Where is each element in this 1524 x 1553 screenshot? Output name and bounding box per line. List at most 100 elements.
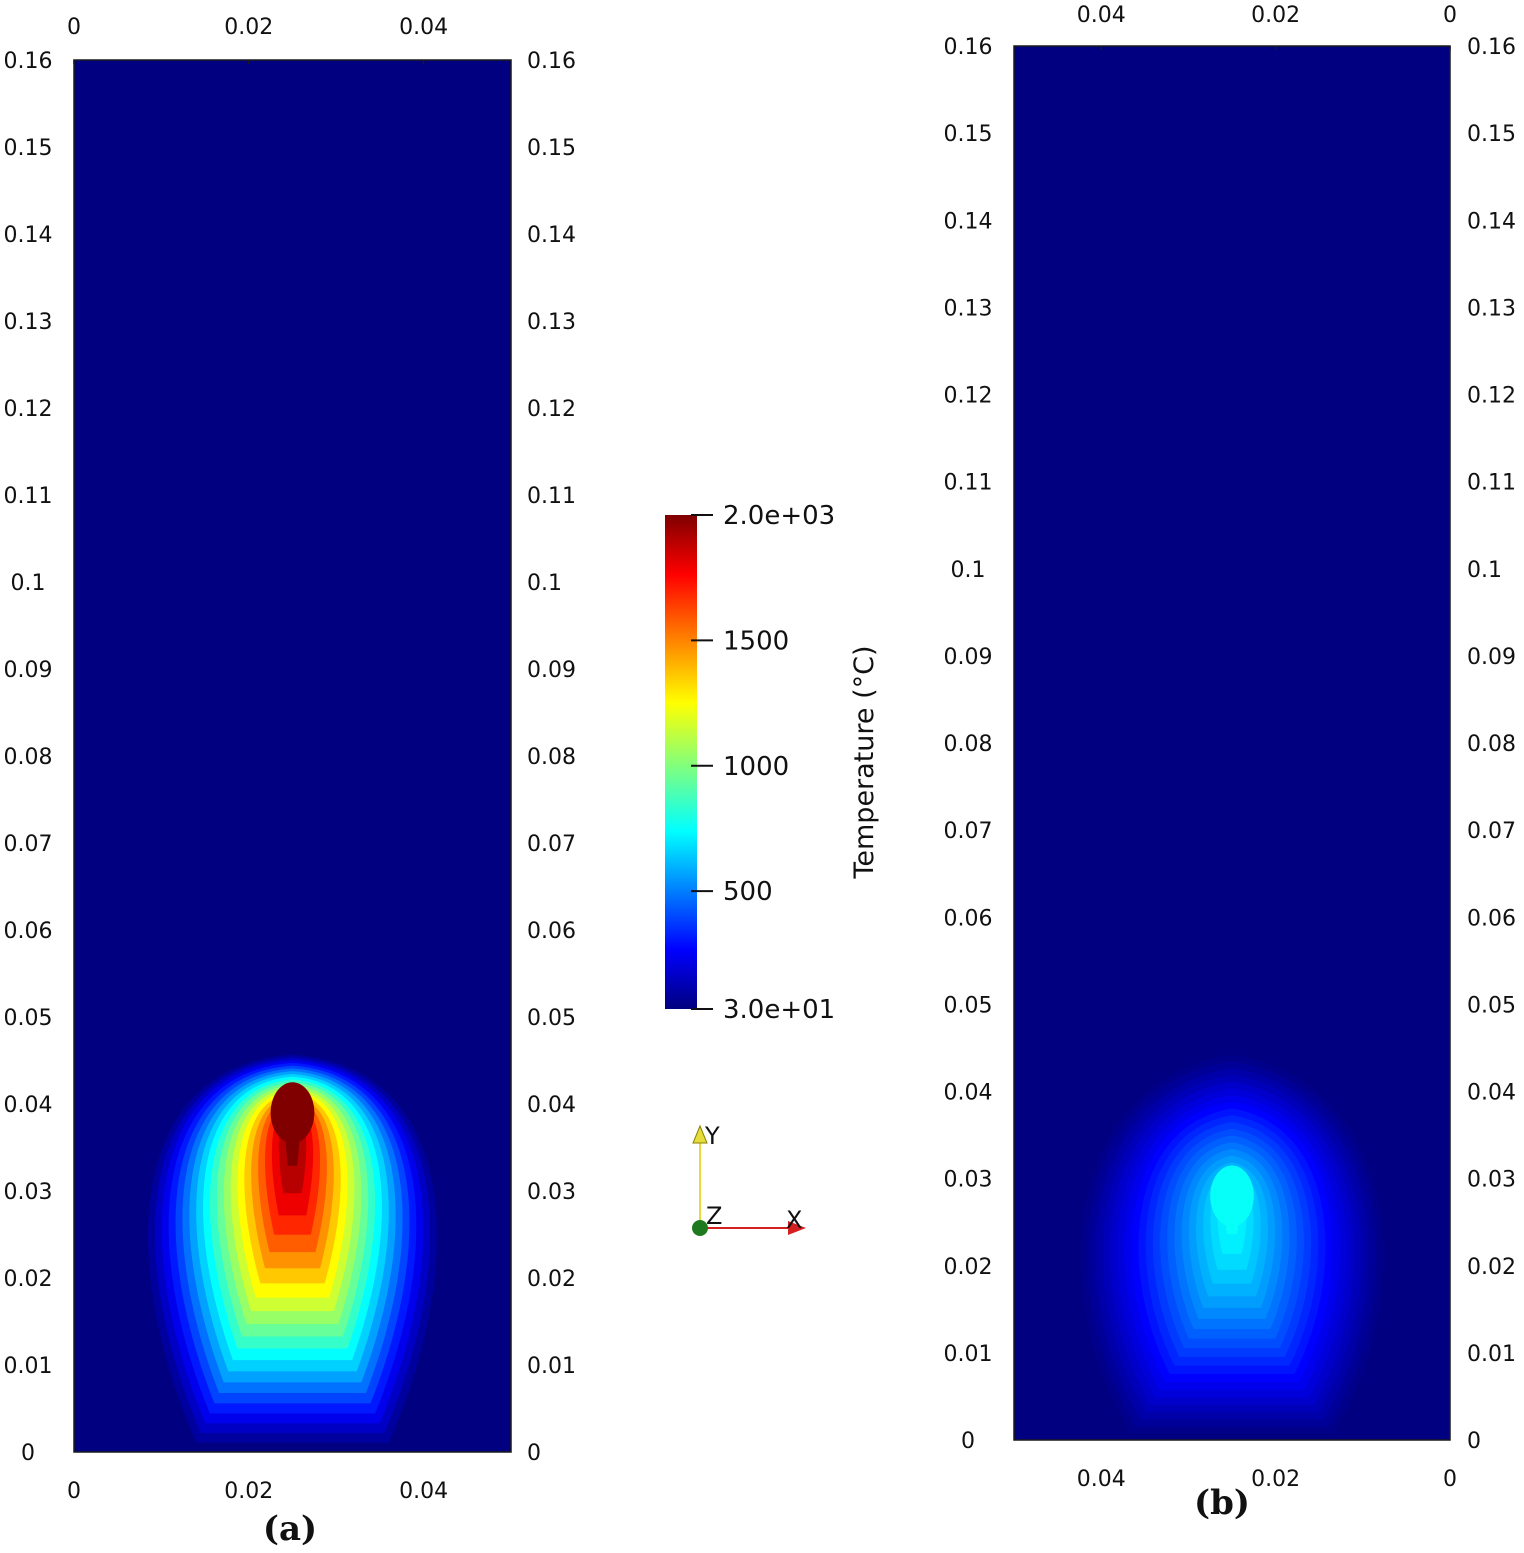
panel-a-y-tick-right: 0.07 bbox=[527, 832, 576, 857]
panel-b-y-tick-left: 0.1 bbox=[951, 558, 986, 583]
panel-a-y-tick-left: 0.09 bbox=[4, 658, 53, 683]
panel-a-y-tick-left: 0.15 bbox=[4, 136, 53, 161]
panel-a-x-tick-top: 0 bbox=[67, 15, 81, 40]
panel-a-x-tick-bottom: 0.02 bbox=[224, 1479, 273, 1504]
panel-a-y-tick-left: 0.03 bbox=[4, 1180, 53, 1205]
panel-b-y-tick-right: 0.06 bbox=[1467, 906, 1516, 931]
colorbar-tick-label: 2.0e+03 bbox=[723, 501, 835, 531]
panel-b-y-tick-left: 0.05 bbox=[944, 993, 993, 1018]
panel-b-y-tick-right: 0.13 bbox=[1467, 296, 1516, 321]
panel-b-y-tick-left: 0.15 bbox=[944, 122, 993, 147]
panel-a-x-tick-top: 0.04 bbox=[399, 15, 448, 40]
panel-a-y-tick-right: 0.11 bbox=[527, 484, 576, 509]
panel-b-label: (b) bbox=[1194, 1483, 1250, 1523]
panel-b-y-tick-right: 0.12 bbox=[1467, 384, 1516, 409]
panel-b-y-tick-left: 0.16 bbox=[944, 35, 993, 60]
panel-b-y-tick-left: 0 bbox=[961, 1429, 975, 1454]
panel-a-y-tick-right: 0.09 bbox=[527, 658, 576, 683]
colorbar-tick-label: 1500 bbox=[723, 626, 789, 656]
panel-a-y-tick-right: 0.14 bbox=[527, 223, 576, 248]
panel-a-y-tick-right: 0.1 bbox=[527, 571, 562, 596]
panel-a-y-tick-left: 0.05 bbox=[4, 1006, 53, 1031]
triad-z-axis-dot bbox=[692, 1220, 708, 1236]
panel-b-ticks: 0.04 0.02 00.04 0.02 000.010.020.030.040.050… bbox=[944, 3, 1516, 1492]
panel-a-y-tick-left: 0.14 bbox=[4, 223, 53, 248]
panel-a-y-tick-right: 0.16 bbox=[527, 49, 576, 74]
panel-b-y-tick-right: 0.08 bbox=[1467, 732, 1516, 757]
panel-b-y-tick-right: 0.07 bbox=[1467, 819, 1516, 844]
colorbar-tick-label: 500 bbox=[723, 877, 773, 907]
panel-b-y-tick-left: 0.08 bbox=[944, 732, 993, 757]
panel-a-y-tick-left: 0.08 bbox=[4, 745, 53, 770]
colorbar-title: Temperature (°C) bbox=[849, 645, 880, 879]
panel-a-y-tick-left: 0.11 bbox=[4, 484, 53, 509]
panel-a-y-tick-right: 0.08 bbox=[527, 745, 576, 770]
panel-a-label: (a) bbox=[263, 1509, 317, 1549]
panel-b-y-tick-right: 0.04 bbox=[1467, 1081, 1516, 1106]
panel-b-y-tick-left: 0.04 bbox=[944, 1081, 993, 1106]
panel-b-y-tick-left: 0.12 bbox=[944, 384, 993, 409]
panel-b-field bbox=[1014, 46, 1450, 1440]
panel-b-y-tick-left: 0.06 bbox=[944, 906, 993, 931]
triad-y-label: Y bbox=[704, 1122, 720, 1150]
panel-b-plot-frame bbox=[1013, 45, 1451, 1441]
panel-b-y-tick-right: 0.01 bbox=[1467, 1342, 1516, 1367]
triad-x-arrowhead bbox=[788, 1221, 806, 1235]
colorbar: 2.0e+03 1500 1000 500 3.0e+01 Temperature (°… bbox=[665, 501, 880, 1025]
panel-a-y-tick-right: 0.03 bbox=[527, 1180, 576, 1205]
panel-b-y-tick-right: 0.05 bbox=[1467, 993, 1516, 1018]
panel-a-y-tick-left: 0.01 bbox=[4, 1354, 53, 1379]
panel-b-y-tick-right: 0.03 bbox=[1467, 1168, 1516, 1193]
panel-a-y-tick-left: 0.1 bbox=[11, 571, 46, 596]
panel-a-plot-frame bbox=[73, 59, 512, 1453]
panel-a-y-tick-right: 0.02 bbox=[527, 1267, 576, 1292]
panel-b-y-tick-right: 0.15 bbox=[1467, 122, 1516, 147]
panel-a-y-tick-right: 0.12 bbox=[527, 397, 576, 422]
panel-b-y-tick-right: 0.09 bbox=[1467, 645, 1516, 670]
panel-a: 0 0.02 0.04 0 0.02 0.04 0 0.01 0.02 0.03 0.04 0.05 0… bbox=[4, 15, 576, 1549]
panel-a-ticks: 0 0.02 0.04 0 0.02 0.04 0 0.01 0.02 0.03 0.04 0.05 0… bbox=[4, 15, 576, 1504]
panel-a-y-tick-left: 0.04 bbox=[4, 1093, 53, 1118]
panel-b-x-tick-bottom: 0.04 bbox=[1077, 1467, 1126, 1492]
colorbar-gradient bbox=[665, 515, 697, 1009]
panel-b-y-tick-left: 0.03 bbox=[944, 1168, 993, 1193]
panel-a-y-tick-left: 0.13 bbox=[4, 310, 53, 335]
panel-b-x-tick-top: 0 bbox=[1443, 3, 1457, 28]
panel-a-y-tick-right: 0.04 bbox=[527, 1093, 576, 1118]
panel-a-y-tick-left: 0.02 bbox=[4, 1267, 53, 1292]
panel-a-y-tick-right: 0.01 bbox=[527, 1354, 576, 1379]
triad-x-label: X bbox=[786, 1206, 802, 1234]
panel-a-y-tick-left: 0.12 bbox=[4, 397, 53, 422]
panel-a-y-tick-left: 0 bbox=[21, 1441, 35, 1466]
panel-a-x-tick-bottom: 0 bbox=[67, 1479, 81, 1504]
panel-a-field bbox=[74, 60, 511, 1452]
triad-y-arrowhead bbox=[692, 1124, 708, 1144]
panel-a-y-tick-left: 0.06 bbox=[4, 919, 53, 944]
colorbar-tick-label: 3.0e+01 bbox=[723, 995, 835, 1025]
triad-z-label: Z bbox=[706, 1202, 722, 1230]
panel-a-y-tick-right: 0.06 bbox=[527, 919, 576, 944]
panel-b-y-tick-right: 0.16 bbox=[1467, 35, 1516, 60]
colorbar-ticks: 2.0e+03 1500 1000 500 3.0e+01 bbox=[691, 501, 835, 1025]
panel-b-y-tick-left: 0.09 bbox=[944, 645, 993, 670]
panel-b-y-tick-right: 0 bbox=[1467, 1429, 1481, 1454]
panel-b-x-tick-bottom: 0.02 bbox=[1251, 1467, 1300, 1492]
panel-a-y-tick-right: 0 bbox=[527, 1441, 541, 1466]
panel-b-x-tick-top: 0.04 bbox=[1077, 3, 1126, 28]
panel-b-x-tick-top: 0.02 bbox=[1251, 3, 1300, 28]
panel-a-y-tick-left: 0.16 bbox=[4, 49, 53, 74]
panel-a-y-tick-left: 0.07 bbox=[4, 832, 53, 857]
panel-b: 0.04 0.02 00.04 0.02 000.010.020.030.040.050… bbox=[944, 3, 1516, 1523]
panel-b-y-tick-right: 0.02 bbox=[1467, 1255, 1516, 1280]
panel-b-x-tick-bottom: 0 bbox=[1443, 1467, 1457, 1492]
panel-b-y-tick-left: 0.14 bbox=[944, 209, 993, 234]
panel-a-y-tick-right: 0.05 bbox=[527, 1006, 576, 1031]
colorbar-tick-label: 1000 bbox=[723, 752, 789, 782]
panel-b-y-tick-right: 0.1 bbox=[1467, 558, 1502, 583]
panel-b-y-tick-left: 0.07 bbox=[944, 819, 993, 844]
panel-b-y-tick-left: 0.01 bbox=[944, 1342, 993, 1367]
panel-b-y-tick-left: 0.02 bbox=[944, 1255, 993, 1280]
panel-a-y-tick-right: 0.15 bbox=[527, 136, 576, 161]
panel-b-y-tick-right: 0.11 bbox=[1467, 471, 1516, 496]
